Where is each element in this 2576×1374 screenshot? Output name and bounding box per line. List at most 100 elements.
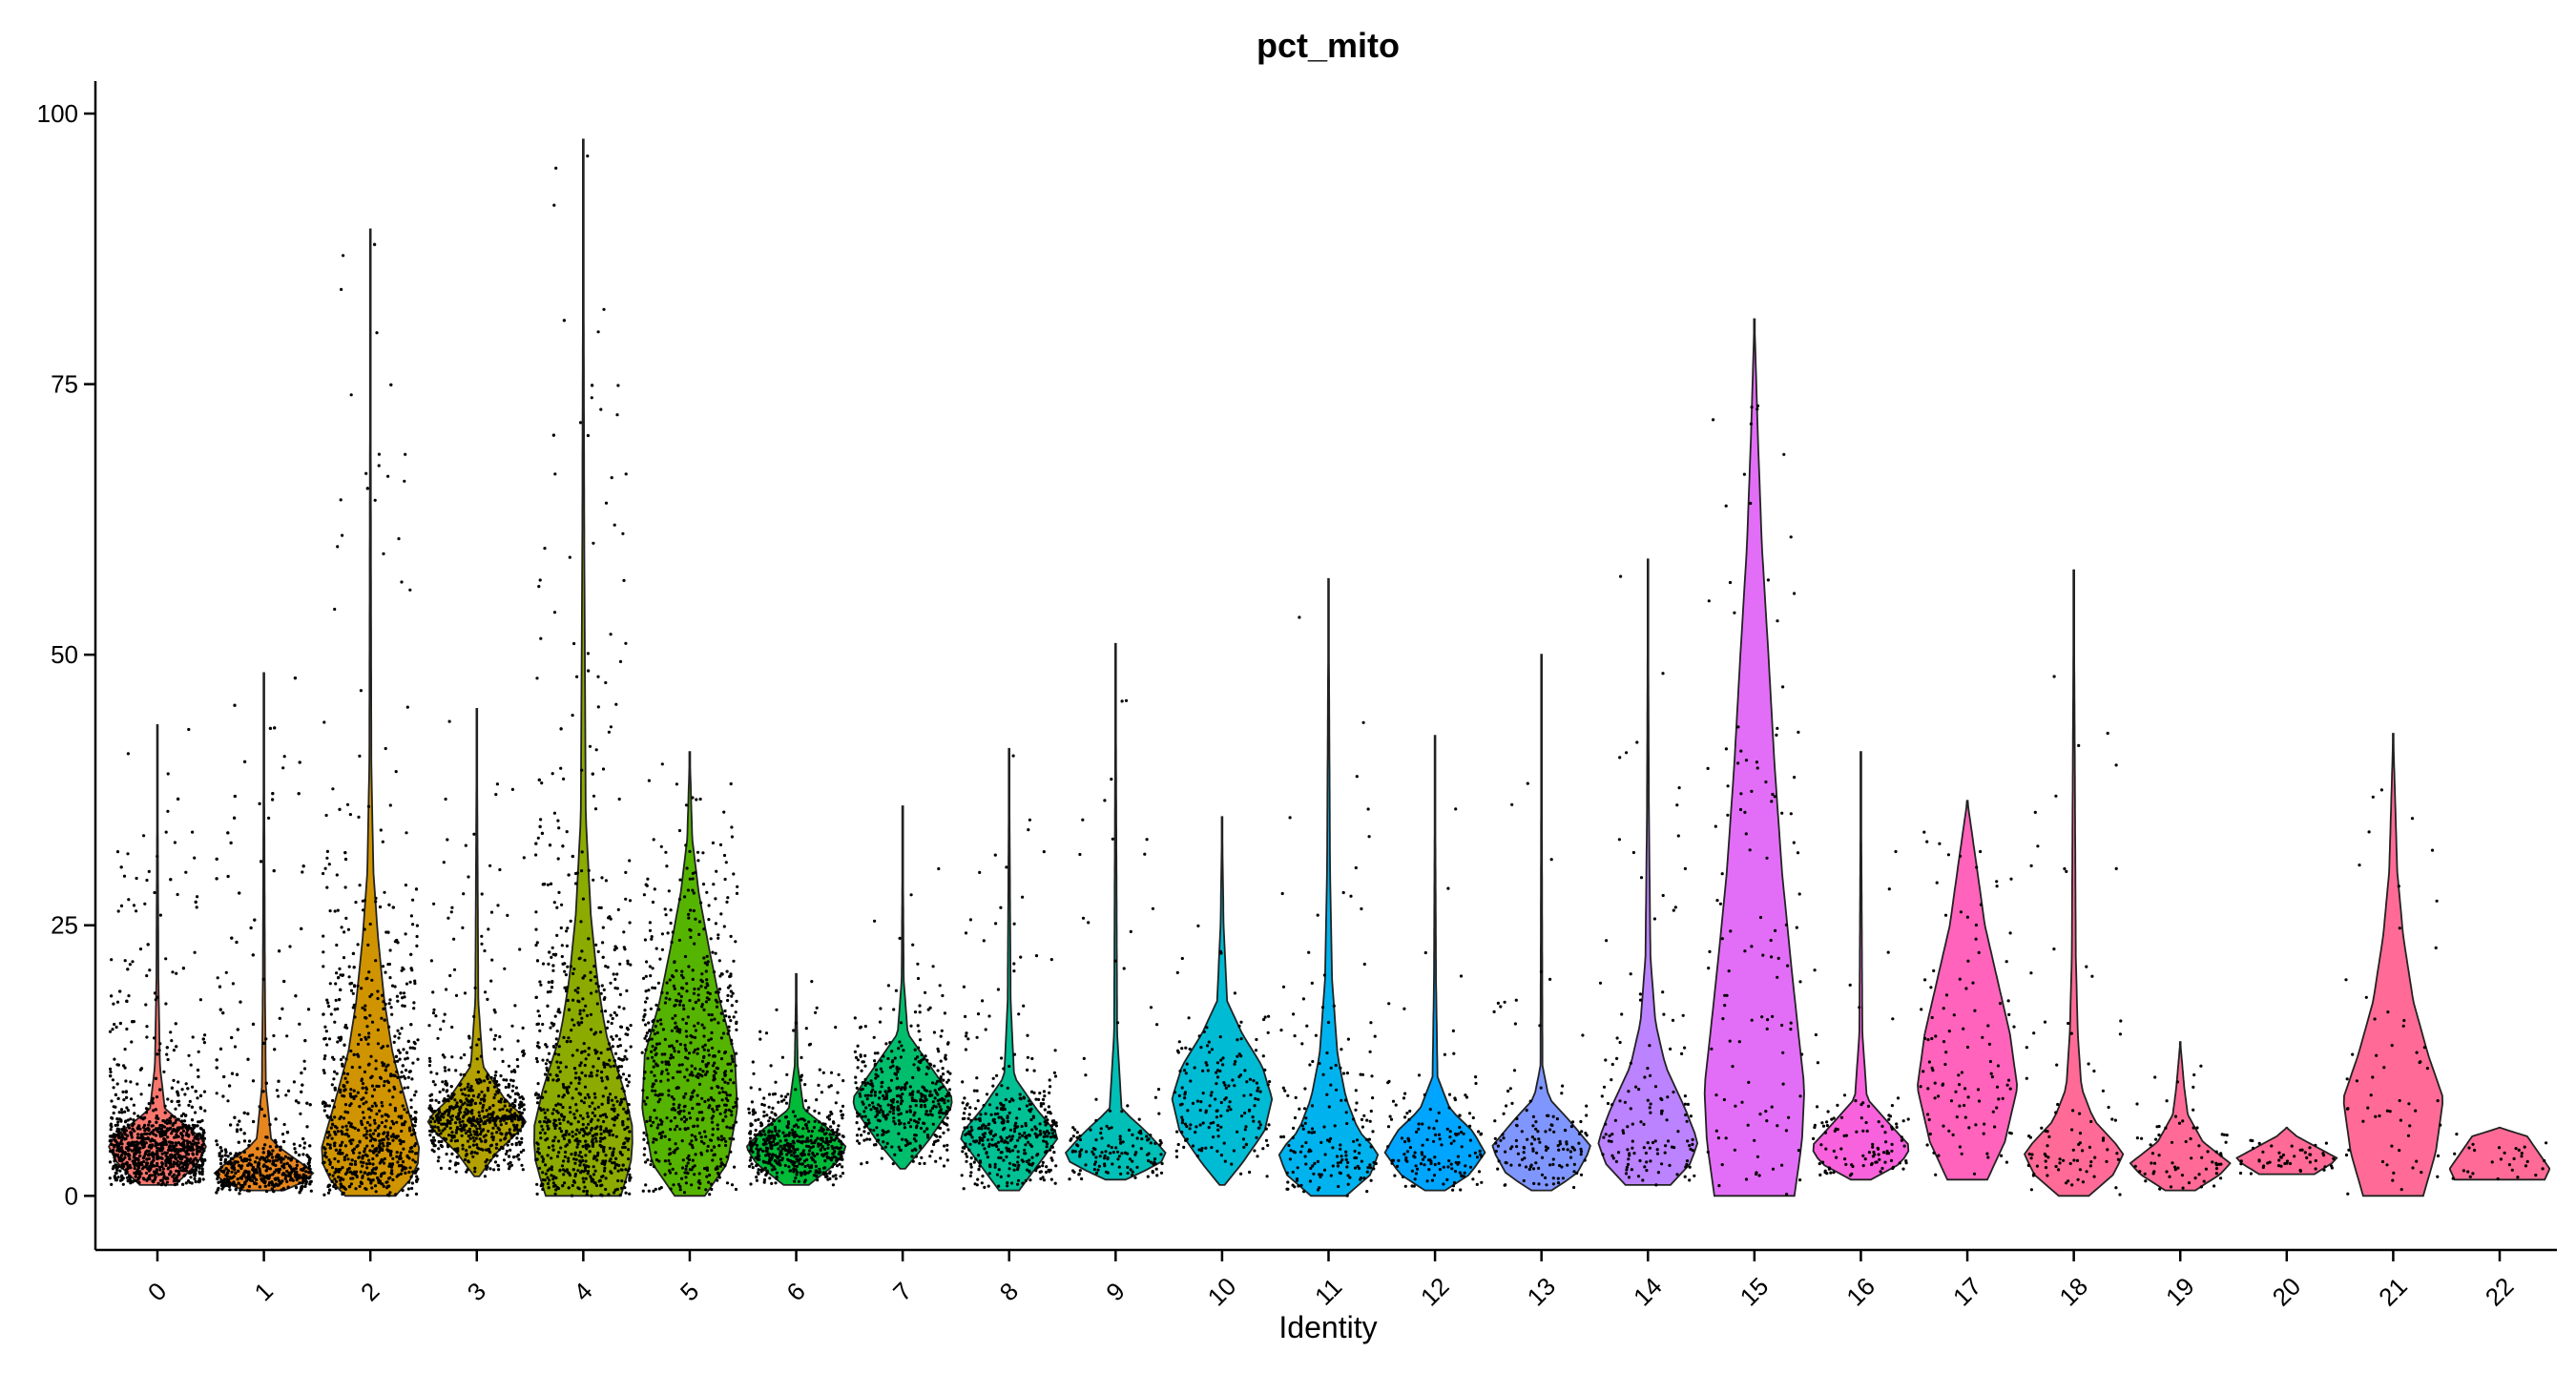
jitter-point (607, 1193, 611, 1197)
jitter-point (133, 1152, 136, 1155)
jitter-point (521, 1168, 525, 1172)
jitter-point (551, 979, 554, 984)
jitter-point (389, 1135, 393, 1138)
jitter-point (461, 926, 465, 930)
jitter-point (538, 1120, 542, 1124)
jitter-point (608, 1133, 612, 1137)
jitter-point (415, 1175, 419, 1178)
jitter-point (603, 1065, 607, 1069)
jitter-point (493, 1073, 497, 1077)
jitter-point (494, 1123, 498, 1128)
jitter-point (179, 1114, 183, 1118)
jitter-point (371, 1178, 375, 1182)
jitter-point (127, 898, 131, 902)
jitter-point (580, 1021, 584, 1025)
jitter-point (620, 1058, 625, 1062)
jitter-point (405, 1056, 409, 1060)
jitter-point (322, 1100, 326, 1104)
jitter-point (197, 1050, 200, 1053)
jitter-point (307, 1166, 311, 1170)
jitter-point (322, 1012, 325, 1016)
jitter-point (552, 1022, 556, 1026)
jitter-point (322, 1037, 326, 1041)
jitter-point (436, 1118, 440, 1122)
jitter-point (147, 1123, 151, 1127)
jitter-point (708, 1193, 712, 1197)
jitter-point (593, 1095, 597, 1099)
jitter-point (185, 1150, 189, 1154)
jitter-point (509, 1117, 513, 1121)
jitter-point (551, 1139, 555, 1143)
jitter-point (583, 1185, 587, 1189)
jitter-point (377, 452, 381, 456)
jitter-layer (108, 154, 2548, 1197)
jitter-point (201, 1131, 205, 1135)
jitter-point (405, 1194, 409, 1197)
jitter-point (294, 1151, 298, 1155)
jitter-point (613, 1051, 618, 1055)
jitter-point (626, 1028, 630, 1031)
jitter-point (152, 1129, 156, 1133)
jitter-point (397, 1049, 401, 1052)
jitter-point (516, 1153, 521, 1157)
jitter-point (580, 768, 584, 772)
jitter-point (675, 782, 679, 786)
jitter-point (144, 1111, 149, 1114)
jitter-point (582, 1009, 586, 1012)
jitter-point (455, 1126, 459, 1130)
jitter-point (401, 1064, 405, 1068)
jitter-point (412, 1007, 416, 1010)
jitter-point (283, 1173, 287, 1177)
jitter-point (561, 1095, 565, 1099)
jitter-point (126, 1134, 130, 1137)
jitter-point (622, 1097, 626, 1101)
jitter-point (559, 926, 563, 930)
jitter-point (534, 927, 538, 931)
jitter-point (169, 1170, 173, 1174)
jitter-point (196, 895, 199, 899)
jitter-point (489, 1028, 493, 1031)
jitter-point (171, 1175, 175, 1178)
jitter-point (282, 979, 286, 984)
jitter-point (544, 1163, 548, 1167)
jitter-point (473, 1170, 477, 1174)
jitter-point (351, 991, 355, 995)
jitter-point (560, 944, 564, 947)
jitter-point (407, 1170, 411, 1175)
jitter-point (518, 947, 522, 951)
jitter-point (379, 828, 383, 832)
jitter-point (549, 882, 553, 885)
jitter-point (576, 987, 580, 990)
jitter-point (463, 1072, 467, 1077)
jitter-point (380, 1016, 384, 1020)
jitter-point (488, 1080, 492, 1084)
jitter-point (165, 1180, 169, 1184)
jitter-point (446, 1108, 449, 1113)
jitter-point (513, 1004, 517, 1008)
jitter-point (133, 1166, 136, 1171)
jitter-point (351, 951, 355, 956)
jitter-point (165, 1151, 169, 1155)
jitter-point (512, 1069, 516, 1072)
jitter-point (271, 792, 275, 796)
jitter-point (427, 1024, 431, 1028)
jitter-point (113, 1022, 116, 1027)
jitter-point (170, 1153, 174, 1156)
jitter-point (472, 1139, 476, 1143)
jitter-point (599, 991, 603, 995)
jitter-point (463, 1111, 467, 1114)
jitter-point (717, 1091, 721, 1094)
jitter-point (167, 1148, 171, 1152)
jitter-point (470, 1089, 474, 1093)
jitter-point (343, 1043, 346, 1047)
jitter-point (609, 633, 613, 636)
jitter-point (574, 1103, 578, 1107)
jitter-point (347, 975, 351, 979)
jitter-point (469, 1100, 473, 1105)
jitter-point (516, 1132, 520, 1135)
jitter-point (336, 908, 340, 912)
jitter-point (222, 1169, 226, 1173)
jitter-point (428, 1129, 432, 1134)
jitter-point (187, 1053, 191, 1057)
jitter-point (368, 1123, 372, 1127)
